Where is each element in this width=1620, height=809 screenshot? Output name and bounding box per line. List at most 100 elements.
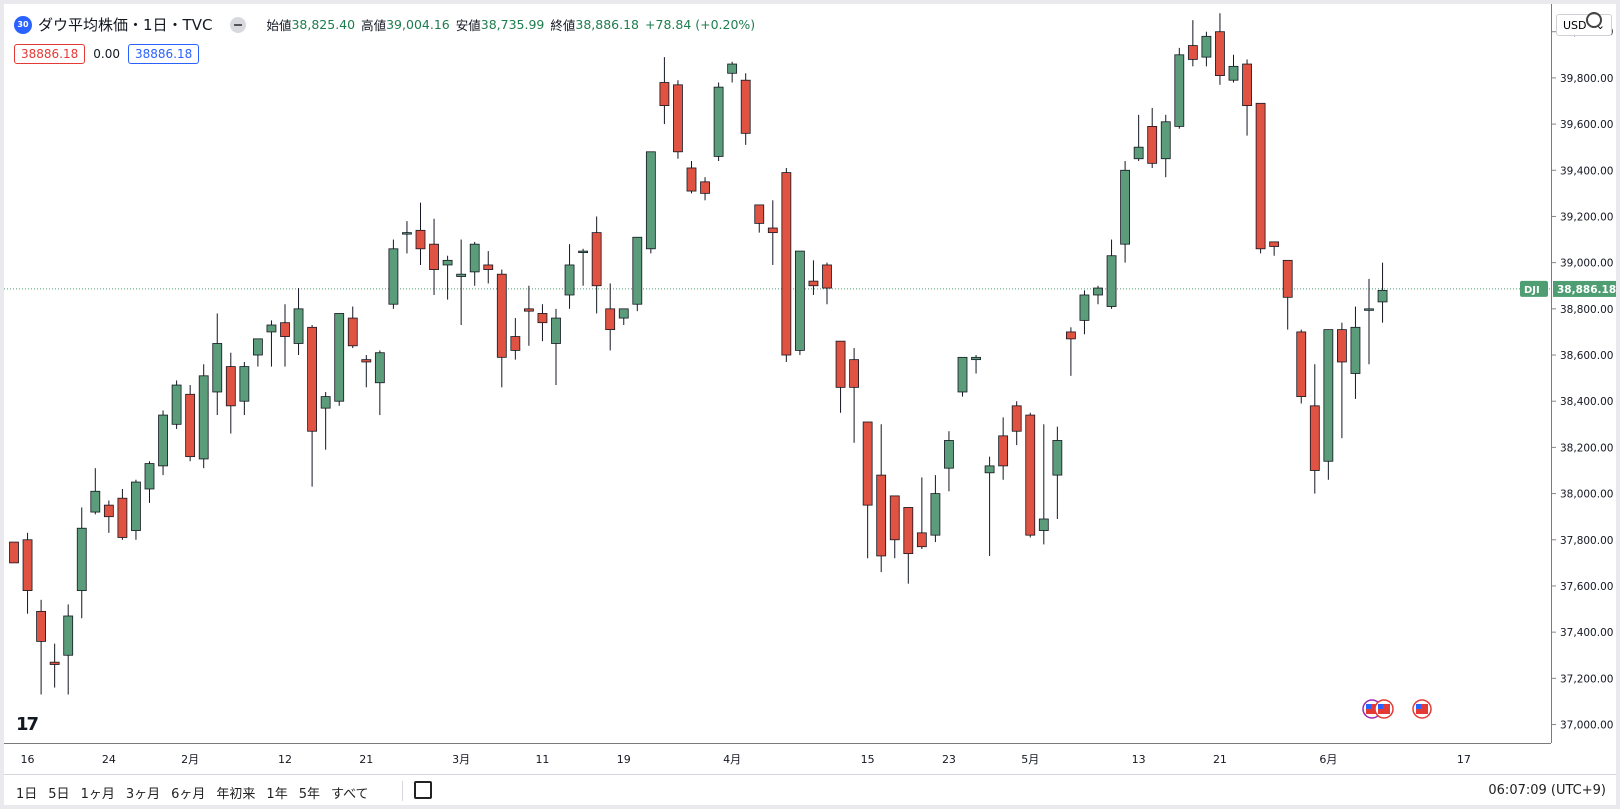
candle — [1079, 290, 1090, 335]
currency-select[interactable]: USD ⌄ — [1556, 14, 1612, 36]
candle-body-down — [740, 79, 751, 134]
chart-window: DJI 30 ダウ平均株価・1日・TVC 始値 38,825.40 高値 39,00… — [4, 4, 1616, 805]
candle-body-up — [1350, 326, 1361, 374]
high-value: 39,004.16 — [386, 17, 450, 32]
range-5y-button[interactable]: 5年 — [298, 787, 320, 802]
price-tick-label: 38,600.00 — [1560, 350, 1613, 362]
chart-title[interactable]: ダウ平均株価・1日・TVC — [38, 16, 213, 34]
candle-body-down — [1269, 241, 1280, 247]
candle-body-down — [429, 243, 439, 270]
candle-body-down — [524, 308, 534, 312]
price-axis[interactable]: 37,000.00 37,200.00 37,400.00 37,600.00 37,8… — [1551, 4, 1617, 743]
range-all-button[interactable]: すべて — [330, 787, 369, 802]
candle — [131, 479, 141, 540]
candle — [144, 461, 155, 503]
candle — [388, 239, 399, 309]
price-tick-label: 37,400.00 — [1560, 627, 1613, 639]
candle-body-down — [361, 359, 372, 363]
clock-timezone[interactable]: 06:07:09 (UTC+9) — [1488, 783, 1606, 798]
candle-body-down — [185, 393, 196, 458]
time-tick-label: 3月 — [452, 753, 470, 766]
visibility-toggle-icon[interactable] — [230, 16, 247, 33]
candle — [957, 356, 968, 397]
candle-body-up — [252, 338, 263, 356]
flag-canton — [1366, 704, 1371, 709]
candle — [916, 477, 927, 550]
candle-body-up — [171, 384, 182, 425]
candle — [1255, 102, 1266, 254]
candle-body-down — [835, 340, 846, 388]
candle — [239, 361, 250, 416]
us-flag-event-icon — [1412, 699, 1432, 719]
candle-body-down — [889, 495, 900, 541]
candle — [442, 255, 453, 300]
symbol-tag-label: DJI — [1524, 285, 1540, 296]
candle-body-up — [131, 481, 141, 531]
range-1m-button[interactable]: 1ヶ月 — [80, 787, 115, 802]
time-tick-label: 6月 — [1319, 753, 1337, 766]
price-tick-label: 38,000.00 — [1560, 489, 1613, 501]
candle — [1093, 285, 1103, 305]
calendar-goto-icon[interactable] — [414, 781, 432, 799]
candle — [713, 82, 724, 162]
change-value: +78.84 (+0.20%) — [645, 17, 756, 32]
candle — [984, 456, 995, 556]
candle — [117, 488, 128, 540]
candle-body-down — [415, 229, 426, 250]
candle-body-up — [63, 615, 74, 656]
price-tick-label: 39,000.00 — [1560, 258, 1613, 270]
candle-body-up — [76, 527, 87, 591]
range-5d-button[interactable]: 5日 — [48, 787, 70, 802]
candle — [22, 532, 33, 614]
range-1d-button[interactable]: 1日 — [16, 787, 38, 802]
candle-body-up — [1052, 440, 1063, 476]
candle-body-up — [727, 63, 738, 74]
candle-body-up — [90, 490, 101, 513]
low-value: 38,735.99 — [480, 17, 545, 32]
range-3m-button[interactable]: 3ヶ月 — [125, 787, 161, 802]
chart-area[interactable]: DJI 30 ダウ平均株価・1日・TVC 始値 38,825.40 高値 39,00… — [4, 4, 1551, 743]
candle — [320, 391, 331, 450]
candle — [1201, 31, 1212, 67]
candle-body-down — [591, 232, 602, 287]
time-tick-label: 23 — [942, 753, 956, 766]
candle — [1187, 20, 1198, 67]
candle — [1066, 327, 1076, 376]
tradingview-logo[interactable]: 17 — [16, 714, 39, 735]
open-key: 始値 — [266, 18, 292, 33]
sell-price-box[interactable]: 38886.18 — [14, 44, 86, 64]
candle — [862, 421, 873, 559]
candle-body-down — [849, 359, 859, 388]
buy-price-box[interactable]: 38886.18 — [127, 44, 200, 64]
bottom-toolbar: 1日 5日 1ヶ月 3ヶ月 6ヶ月 年初来 1年 5年 すべて 06:07:09… — [4, 774, 1616, 806]
time-tick-label: 4月 — [723, 753, 741, 766]
range-ytd-button[interactable]: 年初来 — [216, 787, 256, 802]
candle-body-up — [212, 343, 223, 393]
candle-body-up — [1120, 169, 1130, 245]
candle — [795, 250, 805, 356]
time-axis[interactable]: 16 24 2月 12 21 3月 11 19 4月 15 23 5月 13 21 6月 17 — [4, 743, 1551, 774]
candle — [1282, 259, 1293, 330]
price-tick-label: 37,200.00 — [1560, 673, 1613, 685]
candle — [564, 244, 575, 309]
candle — [1133, 114, 1144, 162]
candle — [198, 364, 209, 469]
candle-body-up — [1323, 329, 1334, 462]
range-6m-button[interactable]: 6ヶ月 — [171, 787, 206, 802]
candle — [510, 318, 521, 360]
candle — [591, 216, 602, 314]
flag-stripes — [1366, 704, 1378, 714]
candlestick-chart[interactable]: DJI — [4, 4, 1551, 743]
candle-body-down — [903, 507, 914, 555]
range-1y-button[interactable]: 1年 — [266, 787, 288, 802]
settings-gear-icon[interactable] — [1586, 12, 1602, 28]
candle-body-up — [334, 313, 345, 402]
candle-body-down — [1296, 331, 1307, 397]
candle-body-up — [293, 308, 304, 344]
candle-body-up — [713, 86, 724, 157]
time-axis-labels: 16 24 2月 12 21 3月 11 19 4月 15 23 5月 13 21 6月 17 — [21, 753, 1471, 766]
candle-body-down — [347, 317, 358, 347]
candle-body-down — [700, 181, 710, 194]
close-value: 38,886.18 — [575, 17, 640, 32]
flag-canton — [1378, 704, 1383, 709]
